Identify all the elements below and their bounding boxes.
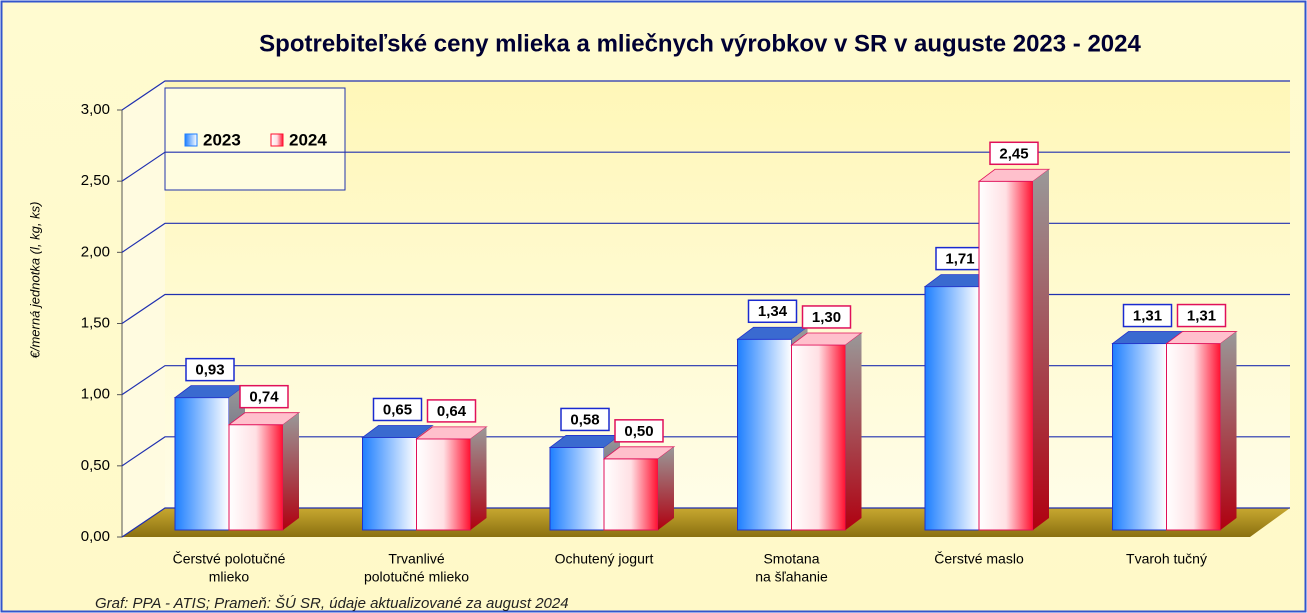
bar-front (737, 338, 792, 531)
value-label-box (614, 419, 664, 443)
bar-side (1033, 169, 1049, 531)
value-label: 0,58 (570, 411, 599, 428)
y-tick-label: 1,00 (81, 386, 110, 403)
value-label: 0,93 (195, 362, 224, 379)
bar-front (228, 424, 284, 531)
bar-front (603, 458, 659, 531)
grid-line (121, 365, 1290, 396)
legend-swatch (270, 133, 284, 147)
chart-title: Spotrebiteľské ceny mlieka a mliečnych v… (259, 30, 1141, 57)
value-label-box (989, 141, 1039, 166)
bar-front (1166, 343, 1221, 531)
y-tick-label: 0,50 (81, 457, 110, 474)
x-tick-label: Ochutený jogurt (555, 551, 654, 567)
bar-front (174, 397, 230, 531)
bar-front (416, 438, 471, 531)
value-label-box (239, 384, 289, 409)
legend-label: 2024 (289, 130, 327, 149)
bar-front (791, 344, 846, 531)
bar-front (362, 436, 417, 531)
value-label: 0,65 (383, 401, 412, 418)
x-tick-label: na šľahanie (755, 569, 828, 585)
y-tick-label: 0,00 (81, 528, 110, 545)
value-label: 1,31 (1133, 308, 1162, 325)
x-tick-label: Čerstvé maslo (934, 551, 1024, 567)
bar-front (924, 286, 980, 531)
y-tick-label: 3,00 (81, 101, 110, 118)
value-label: 0,50 (624, 423, 653, 440)
value-label: 1,71 (945, 251, 974, 268)
grid-line (121, 507, 1290, 538)
bar-front (978, 180, 1034, 531)
grid-line (121, 436, 1290, 467)
value-label: 0,64 (437, 403, 467, 420)
bar-side (658, 446, 674, 530)
value-label-box (185, 357, 235, 382)
value-label-box (801, 305, 852, 329)
x-tick-label: Čerstvé polotučné (173, 551, 286, 567)
footnote: Graf: PPA - ATIS; Prameň: ŠÚ SR, údaje a… (95, 595, 569, 612)
bar-side (283, 412, 299, 530)
x-tick-label: Trvanlivé (388, 551, 444, 567)
value-label-box (560, 407, 610, 432)
grid-line (121, 151, 1290, 182)
bar-side (470, 426, 487, 530)
legend-swatch (184, 133, 198, 147)
x-tick-label: polotučné mlieko (364, 569, 469, 585)
value-label-box (426, 399, 477, 423)
value-label: 2,45 (999, 145, 1028, 162)
y-tick-label: 2,00 (81, 243, 110, 260)
value-label-box (1176, 303, 1227, 328)
value-label: 1,30 (812, 309, 841, 326)
legend-label: 2023 (203, 130, 241, 149)
value-label-box (1122, 303, 1173, 328)
grid-line (121, 293, 1290, 324)
value-label-box (747, 299, 798, 324)
value-label: 1,31 (1187, 308, 1216, 325)
x-tick-label: mlieko (209, 569, 250, 585)
value-label-box (372, 397, 423, 422)
bar-side (845, 332, 862, 530)
value-label: 1,34 (758, 303, 788, 320)
x-tick-label: Smotana (763, 551, 819, 567)
bar-front (549, 446, 605, 531)
x-tick-label: Tvaroh tučný (1126, 551, 1207, 567)
value-label: 0,74 (249, 389, 279, 406)
y-axis-label: €/merná jednotka (l, kg, ks) (27, 202, 42, 359)
y-tick-label: 1,50 (81, 314, 110, 331)
grid-line (121, 222, 1290, 253)
y-tick-label: 2,50 (81, 172, 110, 189)
bar-side (1220, 331, 1237, 530)
grid-line (121, 80, 1290, 111)
bar-front (1112, 343, 1167, 531)
